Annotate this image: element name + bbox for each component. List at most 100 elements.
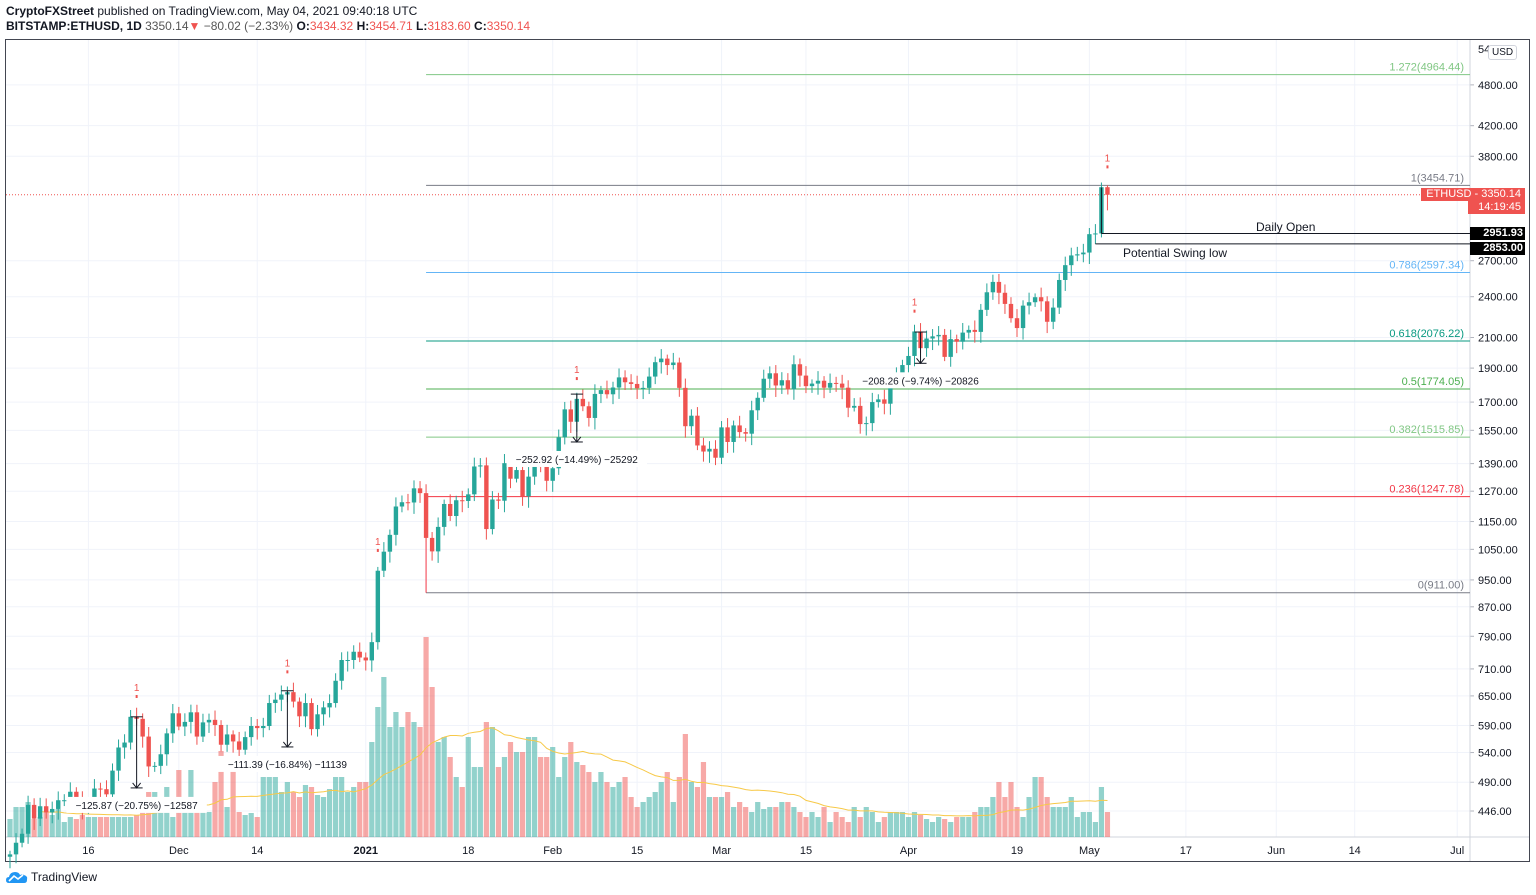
volume-bar	[387, 727, 393, 837]
signal-mark-dot	[1106, 165, 1109, 169]
candle-body	[484, 465, 489, 530]
candle-body	[568, 409, 573, 422]
candle	[1093, 224, 1098, 244]
volume-bar	[206, 812, 212, 837]
y-tick-label: 870.00	[1478, 602, 1512, 614]
candle	[713, 440, 718, 466]
candle	[255, 719, 260, 740]
candle-body	[683, 387, 688, 427]
volume-bar	[326, 789, 333, 837]
signal-mark-dot	[575, 377, 578, 381]
x-tick-label: 17	[1180, 845, 1192, 857]
volume-bar	[97, 817, 104, 837]
candle-body	[960, 332, 965, 342]
candle	[170, 704, 176, 743]
volume-bar	[815, 817, 821, 837]
x-tick-label: Feb	[543, 845, 562, 857]
volume-bar	[236, 812, 242, 837]
signal-mark-label: 1	[285, 658, 291, 669]
volume-bar	[996, 782, 1002, 837]
volume-bar	[296, 797, 303, 837]
volume-bar	[423, 637, 429, 837]
candle-body	[978, 309, 984, 332]
candle-body	[19, 833, 25, 843]
candle-body	[1020, 305, 1026, 329]
candle-body	[815, 380, 821, 384]
candle	[261, 717, 266, 738]
volume-bar	[417, 727, 423, 837]
candle-body	[297, 701, 302, 717]
volume-bar	[948, 822, 954, 837]
author[interactable]: CryptoFXStreet	[6, 4, 95, 18]
publish-date: published on TradingView.com, May 04, 20…	[97, 4, 418, 18]
candle	[628, 374, 634, 390]
volume-bar	[405, 712, 411, 837]
candle	[990, 274, 996, 300]
volume-bar	[749, 812, 755, 837]
volume-bar	[103, 817, 110, 837]
candle	[960, 322, 965, 350]
volume-bar	[610, 787, 616, 837]
volume-bar	[1044, 797, 1050, 837]
candle-body	[514, 470, 519, 479]
candle	[417, 481, 423, 503]
candle-body	[689, 415, 694, 427]
candle	[206, 713, 212, 733]
candle-body	[393, 506, 399, 535]
price-change: −80.02 (−2.33%)	[203, 19, 294, 33]
candle-body	[188, 712, 194, 722]
open-label: O:	[296, 19, 310, 33]
candle-body	[1050, 307, 1056, 322]
volume-bar	[158, 807, 164, 837]
volume-bar	[49, 815, 55, 837]
candle	[224, 724, 230, 752]
volume-bar	[640, 802, 646, 837]
candle-body	[116, 747, 121, 771]
candle-body	[447, 503, 453, 517]
candle-body	[218, 724, 224, 745]
volume-bar	[550, 747, 556, 837]
candle	[996, 273, 1002, 305]
candle	[1026, 292, 1032, 315]
x-tick-label: 19	[1011, 845, 1023, 857]
candle-body	[803, 375, 809, 387]
candle	[761, 369, 766, 402]
y-tick-label: 1270.00	[1478, 486, 1518, 498]
volume-bar	[1098, 787, 1105, 837]
candle	[56, 791, 61, 820]
candle-body	[1081, 252, 1086, 255]
candle	[604, 380, 610, 399]
candle	[37, 797, 43, 827]
y-tick-label: 4200.00	[1478, 121, 1518, 133]
volume-bar	[598, 772, 604, 837]
volume-bar	[345, 792, 351, 837]
volume-bar	[85, 817, 91, 837]
arrow-down-icon	[916, 357, 925, 365]
volume-bar	[170, 817, 176, 837]
volume-bar	[929, 822, 936, 837]
candle-body	[1014, 318, 1020, 329]
candle	[948, 329, 953, 367]
volume-bar	[905, 817, 912, 837]
x-tick-label: 14	[1349, 845, 1361, 857]
x-tick-label: Mar	[712, 845, 731, 857]
currency-badge[interactable]: USD	[1488, 45, 1518, 60]
candle	[339, 652, 344, 690]
high-label: H:	[356, 19, 370, 33]
candle-body	[230, 734, 236, 742]
candle-body	[375, 570, 381, 643]
price-tag-price: 3350.14	[1481, 188, 1521, 200]
candle-body	[966, 329, 971, 333]
chart-frame[interactable]	[5, 39, 1530, 862]
volume-bar	[724, 792, 731, 837]
tradingview-logo[interactable]: TradingView	[6, 870, 97, 884]
fib-level-label: 1(3454.71)	[1411, 172, 1464, 184]
candle	[598, 385, 604, 404]
candle-body	[273, 699, 278, 704]
candle-body	[839, 383, 845, 388]
candle	[297, 697, 302, 728]
volume-bar	[471, 767, 477, 837]
volume-bar	[1002, 797, 1008, 837]
candle	[665, 354, 670, 376]
